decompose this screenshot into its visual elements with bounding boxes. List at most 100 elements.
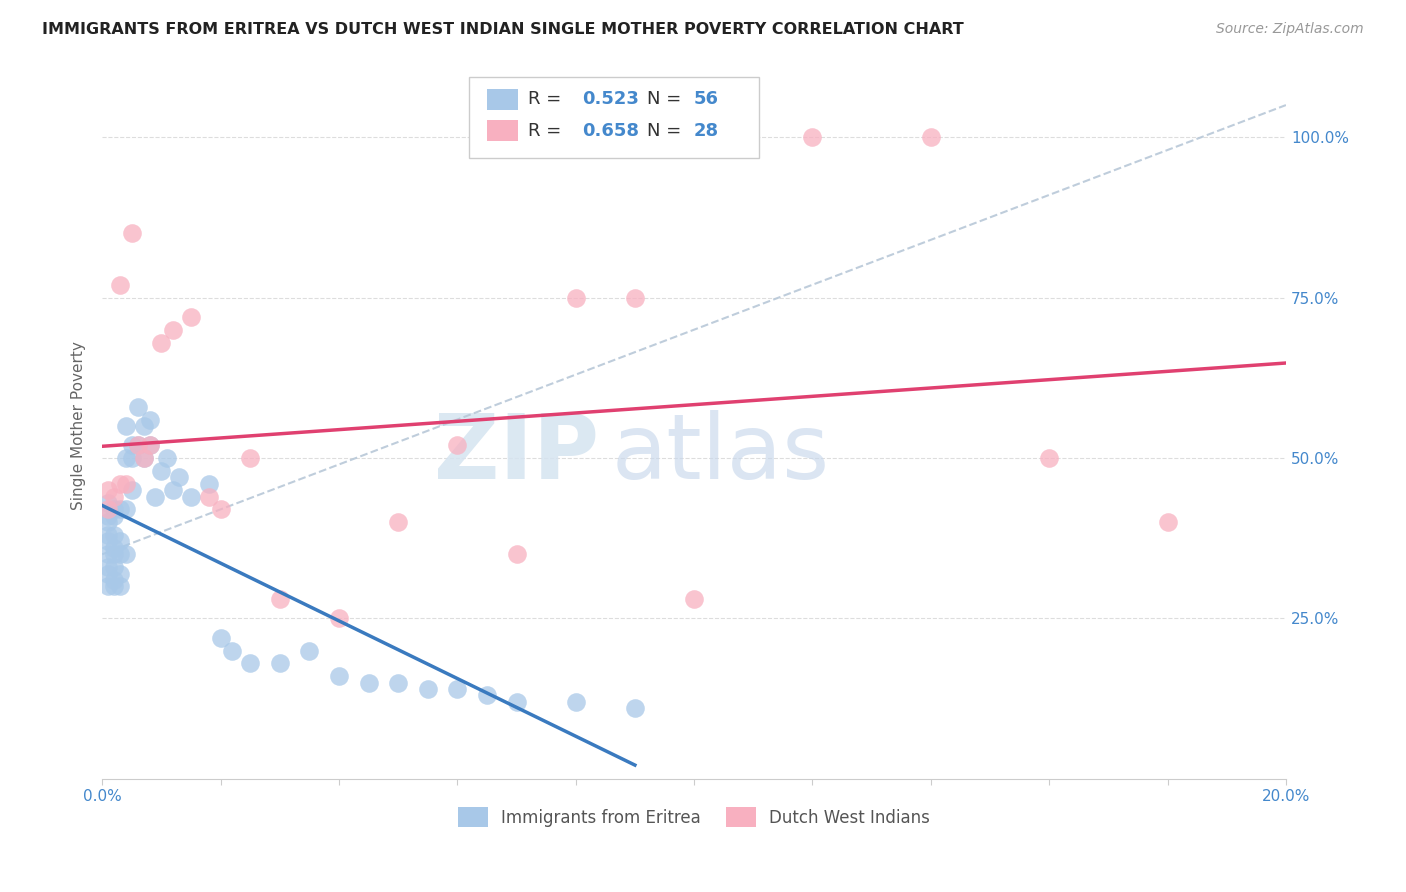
Text: Source: ZipAtlas.com: Source: ZipAtlas.com (1216, 22, 1364, 37)
Point (145, 490, 167, 504)
Point (138, 438, 160, 452)
Point (239, 450, 262, 465)
Point (180, 310, 202, 324)
Point (150, 335, 173, 350)
Text: N =: N = (647, 90, 686, 108)
Point (97, 508, 120, 523)
Point (115, 502, 138, 516)
Point (97, 560, 120, 574)
Point (97, 528, 120, 542)
Point (103, 547, 125, 561)
Point (269, 657, 291, 671)
Point (269, 592, 291, 607)
Text: 28: 28 (695, 122, 720, 140)
Point (127, 438, 149, 452)
Point (328, 669, 350, 683)
Point (446, 438, 468, 452)
Point (132, 450, 155, 465)
Point (298, 643, 321, 657)
Point (1038, 450, 1060, 465)
Point (103, 560, 125, 574)
Point (108, 277, 131, 292)
Point (103, 508, 125, 523)
Point (387, 515, 409, 529)
Point (416, 682, 439, 697)
Point (156, 450, 179, 465)
Point (115, 419, 138, 434)
Point (108, 579, 131, 593)
Text: ZIP: ZIP (434, 410, 599, 499)
Point (103, 502, 125, 516)
Point (132, 450, 155, 465)
Point (683, 592, 706, 607)
Point (97, 502, 120, 516)
Point (115, 547, 138, 561)
Point (475, 689, 498, 703)
Point (1156, 515, 1178, 529)
Point (180, 490, 202, 504)
Text: 56: 56 (695, 90, 718, 108)
Y-axis label: Single Mother Poverty: Single Mother Poverty (72, 342, 86, 510)
Text: 0.658: 0.658 (582, 122, 638, 140)
Point (167, 470, 190, 484)
Legend: Immigrants from Eritrea, Dutch West Indians: Immigrants from Eritrea, Dutch West Indi… (451, 800, 936, 834)
FancyBboxPatch shape (470, 77, 759, 158)
Point (127, 438, 149, 452)
Text: 0.523: 0.523 (582, 90, 638, 108)
Point (162, 483, 184, 497)
Point (221, 643, 243, 657)
Point (387, 675, 409, 690)
Point (97, 515, 120, 529)
Text: R =: R = (529, 90, 568, 108)
Point (162, 323, 184, 337)
Point (132, 419, 155, 434)
Point (103, 573, 125, 587)
FancyBboxPatch shape (486, 88, 517, 110)
Point (97, 534, 120, 549)
Text: IMMIGRANTS FROM ERITREA VS DUTCH WEST INDIAN SINGLE MOTHER POVERTY CORRELATION C: IMMIGRANTS FROM ERITREA VS DUTCH WEST IN… (42, 22, 965, 37)
Point (121, 483, 143, 497)
Point (197, 476, 219, 491)
Point (121, 450, 143, 465)
Point (108, 547, 131, 561)
Point (115, 450, 138, 465)
Point (624, 291, 647, 305)
Point (150, 464, 173, 478)
Point (97, 496, 120, 510)
Text: N =: N = (647, 122, 686, 140)
Point (108, 502, 131, 516)
Point (108, 534, 131, 549)
Point (97, 579, 120, 593)
Point (103, 528, 125, 542)
Point (115, 476, 138, 491)
Point (446, 682, 468, 697)
FancyBboxPatch shape (486, 120, 517, 142)
Point (138, 412, 160, 426)
Text: atlas: atlas (612, 410, 830, 499)
Text: R =: R = (529, 122, 568, 140)
Point (97, 566, 120, 581)
Point (239, 657, 262, 671)
Point (97, 547, 120, 561)
Point (103, 490, 125, 504)
Point (97, 483, 120, 497)
Point (127, 400, 149, 414)
Point (209, 502, 232, 516)
Point (357, 675, 380, 690)
Point (328, 611, 350, 625)
Point (121, 227, 143, 241)
Point (801, 130, 824, 145)
Point (103, 579, 125, 593)
Point (197, 490, 219, 504)
Point (505, 695, 527, 709)
Point (138, 438, 160, 452)
Point (920, 130, 942, 145)
Point (505, 547, 527, 561)
Point (564, 291, 586, 305)
Point (564, 695, 586, 709)
Point (624, 701, 647, 715)
Point (108, 476, 131, 491)
Point (108, 566, 131, 581)
Point (209, 631, 232, 645)
Point (103, 541, 125, 555)
